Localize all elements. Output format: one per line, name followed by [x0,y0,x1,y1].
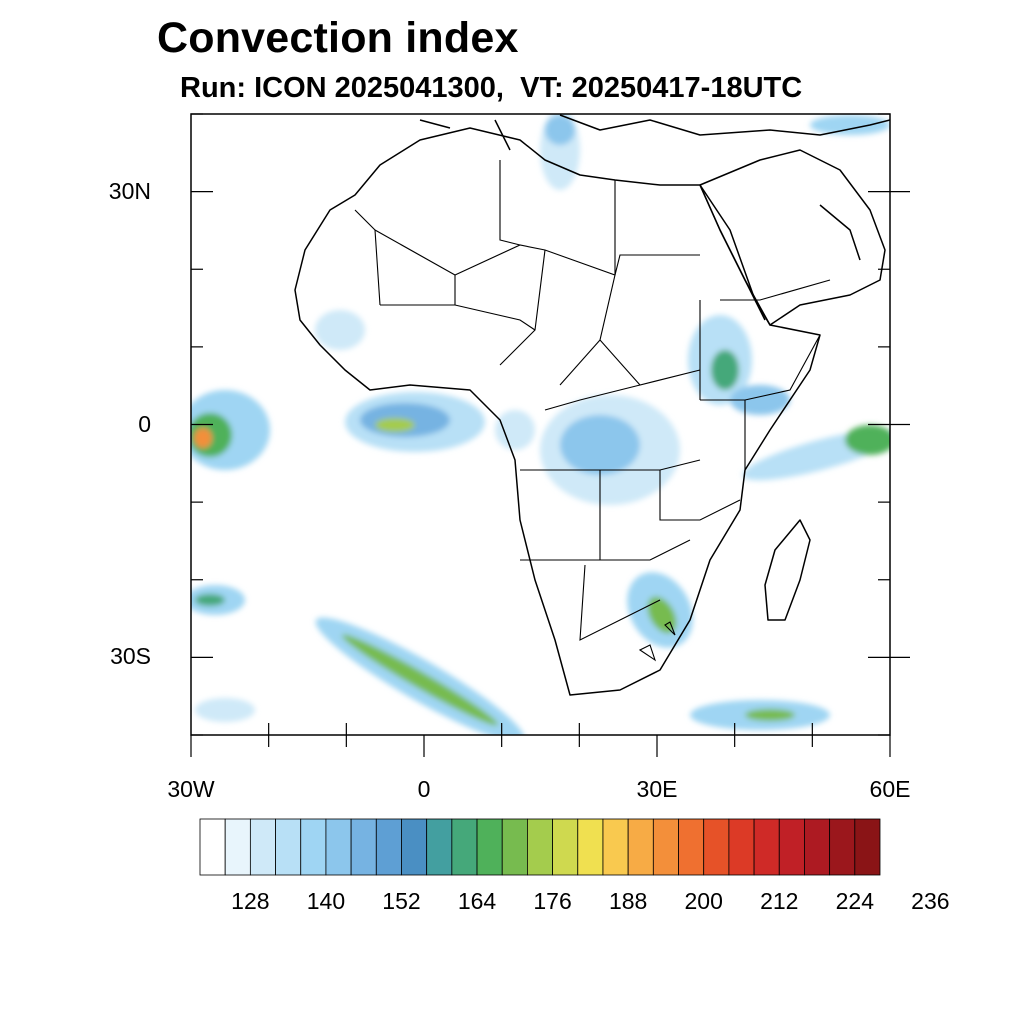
colorbar-label: 164 [457,888,497,914]
colorbar [199,818,881,876]
map-frame [190,113,891,736]
colorbar-label: 128 [231,888,270,914]
colorbar-swatch [627,818,654,876]
madagascar-coastline [764,519,811,621]
colorbar-label: 236 [911,888,950,914]
chart-title: Convection index [157,14,519,62]
convection-field [191,114,890,735]
colorbar-swatch [199,818,226,876]
colorbar-swatch [778,818,805,876]
colorbar-swatch [224,818,251,876]
colorbar-swatch [476,818,503,876]
convection-cluster-sw-lower [195,698,255,722]
europe-coastline [419,114,890,151]
colorbar-swatch [325,818,352,876]
colorbar-label: 224 [835,888,874,914]
colorbar-label: 176 [533,888,572,914]
country-borders [354,160,831,662]
convection-cluster-west-africa [315,310,365,350]
convection-cluster-southwest-core [195,594,225,606]
colorbar-swatch [829,818,856,876]
colorbar-swatch [426,818,453,876]
convection-cluster-congo-core [560,415,640,475]
colorbar-label: 188 [608,888,648,914]
latitude-label: 0 [138,410,151,437]
colorbar-label: 212 [760,888,799,914]
latitude-label: 30S [110,643,151,670]
convection-band-south-atlantic-core [341,634,499,726]
colorbar-swatch [350,818,377,876]
chart-subtitle: Run: ICON 2025041300, VT: 20250417-18UTC [180,72,803,104]
colorbar-swatch [753,818,780,876]
colorbar-swatch [451,818,478,876]
convection-cluster-ethiopia-core [711,350,739,390]
colorbar-label: 152 [382,888,421,914]
persian-gulf [819,204,861,261]
arabia-coastline [699,149,886,326]
coastlines [294,114,890,696]
colorbar-swatch [249,818,276,876]
colorbar-swatch [703,818,730,876]
convection-cluster-mediterranean-core [545,115,575,145]
colorbar-swatch [854,818,881,876]
africa-coastline [294,127,821,696]
colorbar-swatch [652,818,679,876]
colorbar-swatch [527,818,553,876]
longitude-label: 60E [869,776,911,802]
convection-cluster-atlantic-peak [194,428,212,448]
colorbar-swatch [501,818,528,876]
colorbar-swatch [552,818,579,876]
colorbar-swatch [804,818,831,876]
convection-cluster-guinea-peak [375,418,415,432]
colorbar-swatch [300,818,327,876]
colorbar-swatch [375,818,402,876]
colorbar-swatch [602,818,629,876]
colorbar-swatch [275,818,302,876]
colorbar-swatch [728,818,755,876]
convection-cluster-cameroon [495,410,535,450]
convection-cluster-south-indian-core [745,709,795,721]
colorbar-swatch [401,818,428,876]
colorbar-label: 140 [306,888,346,914]
axis-ticks [190,113,910,757]
convection-cluster-middle-east [810,115,890,135]
convection-cluster-indian-ocean-east [845,425,890,455]
convection-cluster-southeast-africa-core [647,596,677,634]
colorbar-label: 200 [684,888,723,914]
longitude-label: 0 [417,776,431,802]
longitude-label: 30W [167,776,215,802]
colorbar-swatch [577,818,604,876]
longitude-label: 30E [636,776,678,802]
latitude-label: 30N [108,177,151,204]
colorbar-swatch [678,818,705,876]
